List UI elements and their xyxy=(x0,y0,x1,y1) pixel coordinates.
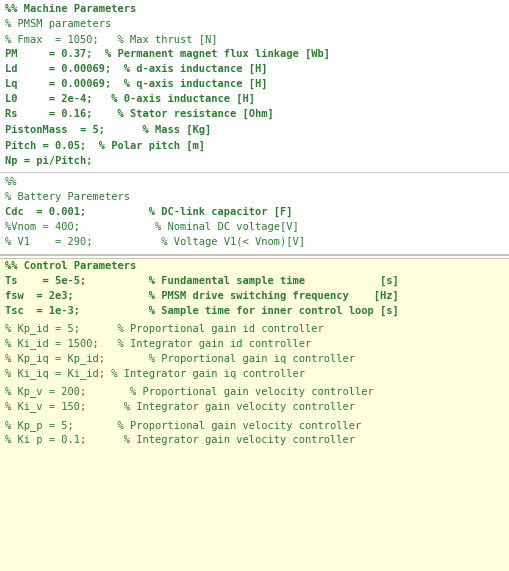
Text: %% Control Parameters: %% Control Parameters xyxy=(5,261,136,271)
Text: % Ki_id = 1500;   % Integrator gain id controller: % Ki_id = 1500; % Integrator gain id con… xyxy=(5,338,311,349)
Text: %%: %% xyxy=(5,177,17,187)
Text: Cdc  = 0.001;          % DC-link capacitor [F]: Cdc = 0.001; % DC-link capacitor [F] xyxy=(5,207,293,217)
Text: % Fmax  = 1050;   % Max thrust [N]: % Fmax = 1050; % Max thrust [N] xyxy=(5,34,217,44)
Text: % Kp_p = 5;       % Proportional gain velocity controller: % Kp_p = 5; % Proportional gain velocity… xyxy=(5,420,361,431)
Text: Ld     = 0.00069;  % d-axis inductance [H]: Ld = 0.00069; % d-axis inductance [H] xyxy=(5,64,268,74)
Text: % Kp_iq = Kp_id;       % Proportional gain iq controller: % Kp_iq = Kp_id; % Proportional gain iq … xyxy=(5,353,355,364)
Bar xyxy=(0,258,509,571)
Text: % Kp_id = 5;      % Proportional gain id controller: % Kp_id = 5; % Proportional gain id cont… xyxy=(5,323,324,334)
Text: % Ki p = 0.1;      % Integrator gain velocity controller: % Ki p = 0.1; % Integrator gain velocity… xyxy=(5,435,355,445)
Text: %Vnom = 400;            % Nominal DC voltage[V]: %Vnom = 400; % Nominal DC voltage[V] xyxy=(5,222,299,232)
Text: Ts    = 5e-5;          % Fundamental sample time            [s]: Ts = 5e-5; % Fundamental sample time [s] xyxy=(5,276,399,286)
Text: % Kp_v = 200;       % Proportional gain velocity controller: % Kp_v = 200; % Proportional gain veloci… xyxy=(5,386,374,397)
Text: Np = pi/Pitch;: Np = pi/Pitch; xyxy=(5,156,93,166)
Text: % Ki_v = 150;      % Integrator gain velocity controller: % Ki_v = 150; % Integrator gain velocity… xyxy=(5,401,355,412)
Text: PM     = 0.37;  % Permanent magnet flux linkage [Wb]: PM = 0.37; % Permanent magnet flux linka… xyxy=(5,49,330,59)
Text: fsw  = 2e3;            % PMSM drive switching frequency    [Hz]: fsw = 2e3; % PMSM drive switching freque… xyxy=(5,291,399,301)
Text: Lq     = 0.00069;  % q-axis inductance [H]: Lq = 0.00069; % q-axis inductance [H] xyxy=(5,79,268,89)
Text: % Ki_iq = Ki_id; % Integrator gain iq controller: % Ki_iq = Ki_id; % Integrator gain iq co… xyxy=(5,368,305,379)
Text: % Battery Paremeters: % Battery Paremeters xyxy=(5,192,130,202)
Text: Rs     = 0.16;    % Stator resistance [Ohm]: Rs = 0.16; % Stator resistance [Ohm] xyxy=(5,109,274,119)
Text: % V1    = 290;           % Voltage V1(< Vnom)[V]: % V1 = 290; % Voltage V1(< Vnom)[V] xyxy=(5,237,305,247)
Text: Tsc  = 1e-3;           % Sample time for inner control loop [s]: Tsc = 1e-3; % Sample time for inner cont… xyxy=(5,306,399,316)
Text: % PMSM parameters: % PMSM parameters xyxy=(5,19,111,29)
Text: L0     = 2e-4;   % 0-axis inductance [H]: L0 = 2e-4; % 0-axis inductance [H] xyxy=(5,94,255,104)
Text: PistonMass  = 5;      % Mass [Kg]: PistonMass = 5; % Mass [Kg] xyxy=(5,125,211,135)
Text: Pitch = 0.05;  % Polar pitch [m]: Pitch = 0.05; % Polar pitch [m] xyxy=(5,141,205,151)
Text: %% Machine Parameters: %% Machine Parameters xyxy=(5,4,136,14)
